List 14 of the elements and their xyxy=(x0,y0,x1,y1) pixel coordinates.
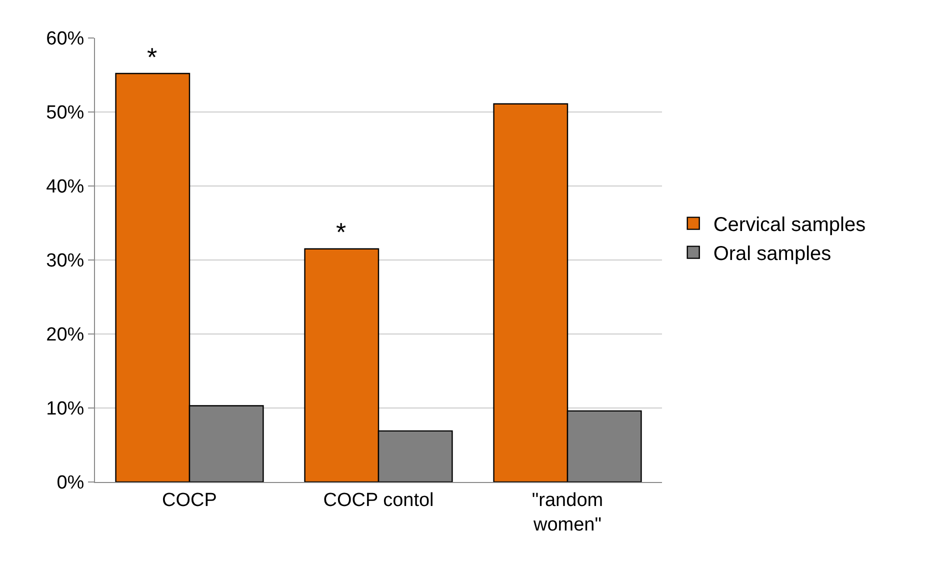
y-tick-label: 30% xyxy=(46,250,84,272)
y-tick-label: 50% xyxy=(46,102,84,124)
legend-label: Oral samples xyxy=(713,243,832,266)
y-tick-label: 10% xyxy=(46,398,84,420)
annotation: * xyxy=(147,42,158,72)
legend-label: Cervical samples xyxy=(713,214,866,236)
y-tick-label: 20% xyxy=(46,324,84,346)
y-tick-label: 40% xyxy=(46,176,84,198)
x-tick-label: "random women" xyxy=(532,490,604,536)
y-tick-label: 60% xyxy=(46,28,84,50)
annotation: * xyxy=(336,217,346,247)
y-tick-label: 0% xyxy=(56,472,84,494)
x-tick-label: COCP xyxy=(162,490,217,511)
x-tick-label: COCP contol xyxy=(323,490,434,511)
